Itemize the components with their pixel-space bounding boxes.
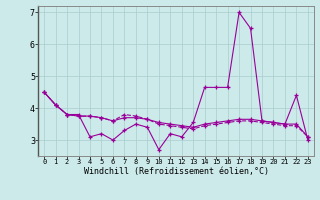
X-axis label: Windchill (Refroidissement éolien,°C): Windchill (Refroidissement éolien,°C) xyxy=(84,167,268,176)
